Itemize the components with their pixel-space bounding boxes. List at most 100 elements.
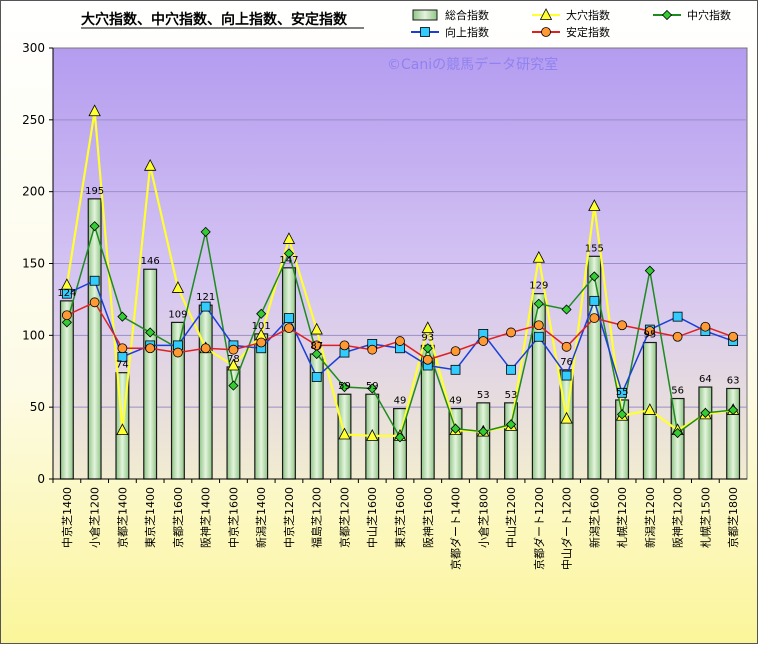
point-square [617,387,627,398]
point-diamond [61,317,72,328]
point-circle [541,27,551,37]
point-square [672,311,683,322]
point-triangle [282,232,296,244]
point-diamond [672,427,683,439]
point-circle [145,343,156,354]
y-tick-label: 250 [22,113,45,127]
point-circle [311,340,322,351]
bar-data-label: 129 [529,281,548,292]
bar-data-label: 101 [252,321,271,332]
bar [698,386,713,480]
gridlines [53,119,747,408]
bar-data-label: 56 [671,386,684,397]
point-circle [395,336,405,346]
point-circle [173,347,183,358]
x-tick-label: 阪神芝1200 [671,487,685,548]
point-diamond [533,298,544,309]
x-tick-label: 京都芝1200 [337,487,351,548]
x-tick-label: 新潟芝1600 [587,487,601,548]
bar-data-label: 87 [310,341,323,352]
y-tick-label: 100 [22,328,45,342]
point-diamond [422,343,433,354]
bar-data-label: 59 [366,381,379,392]
y-tick-label: 300 [22,41,45,55]
bar [448,408,463,480]
line-series [60,104,740,443]
x-tick-label: 福島芝1200 [310,487,324,548]
point-circle [561,341,572,352]
bar [504,402,519,480]
chart-title: 大穴指数、中穴指数、向上指数、安定指数 [81,11,348,28]
bar [476,402,491,480]
bar-data-label: 55 [616,387,629,398]
bar-data-label: 124 [57,288,76,299]
point-square [200,301,211,312]
point-triangle [588,199,601,211]
x-tick-label: 京都ダート1200 [532,487,546,570]
y-tick-label: 0 [37,472,45,486]
data-labels: 124 195 74 146 109 121 78 101 147 87 59 59 49 93 49 53 5… [57,186,739,407]
bar-data-label: 53 [477,390,490,401]
point-diamond [644,265,655,276]
x-tick-label: 中京芝1200 [282,487,296,548]
legend-swatch [412,9,438,21]
point-triangle [171,281,185,293]
bar-data-label: 74 [116,360,129,371]
x-tick-label: 京都芝1800 [726,487,740,548]
point-triangle [366,429,379,441]
point-triangle [143,158,157,171]
bar [143,268,158,480]
point-diamond [700,407,711,418]
point-diamond [561,304,572,315]
bar [198,304,213,480]
point-circle [339,340,350,351]
bar [281,267,296,480]
point-diamond [617,409,628,420]
bar-data-label: 155 [585,243,604,254]
legend-label: 向上指数 [445,25,489,39]
point-square [533,331,544,342]
point-square [284,313,294,323]
bar [726,387,741,480]
x-tick-label: 東京芝1400 [143,487,157,548]
point-diamond [256,308,267,319]
point-square [561,370,572,381]
point-diamond [228,380,239,391]
bar-data-label: 147 [279,255,298,266]
x-tick-label: 京都ダート1400 [449,487,463,570]
point-diamond [661,9,673,21]
point-diamond [367,383,378,394]
legend-label: 大穴指数 [566,8,610,22]
x-tick-label: 小倉芝1200 [88,487,102,548]
bar-data-label: 53 [505,390,518,401]
point-square [450,364,461,375]
point-square [589,295,600,306]
point-diamond [283,248,295,259]
point-square [61,288,72,299]
point-circle [533,320,544,331]
point-circle [422,354,433,365]
point-diamond [311,348,322,360]
y-tick-label: 200 [22,185,45,199]
point-circle [700,321,711,332]
x-tick-label: 中京芝1600 [226,487,240,548]
bar-data-label: 109 [168,309,187,320]
point-circle [728,331,739,342]
point-circle [61,310,72,321]
point-diamond [89,221,100,232]
point-circle [367,344,378,355]
bar-data-label: 95 [643,330,656,341]
bar-data-label: 195 [85,186,104,197]
point-triangle [116,423,129,436]
point-circle [284,323,294,334]
bar [59,300,74,480]
point-triangle [338,427,351,440]
legend-label: 中穴指数 [687,8,731,22]
point-diamond [728,404,739,416]
bar-data-label: 76 [560,357,573,368]
point-diamond [505,419,517,430]
point-square [89,275,100,286]
point-square [506,364,516,375]
